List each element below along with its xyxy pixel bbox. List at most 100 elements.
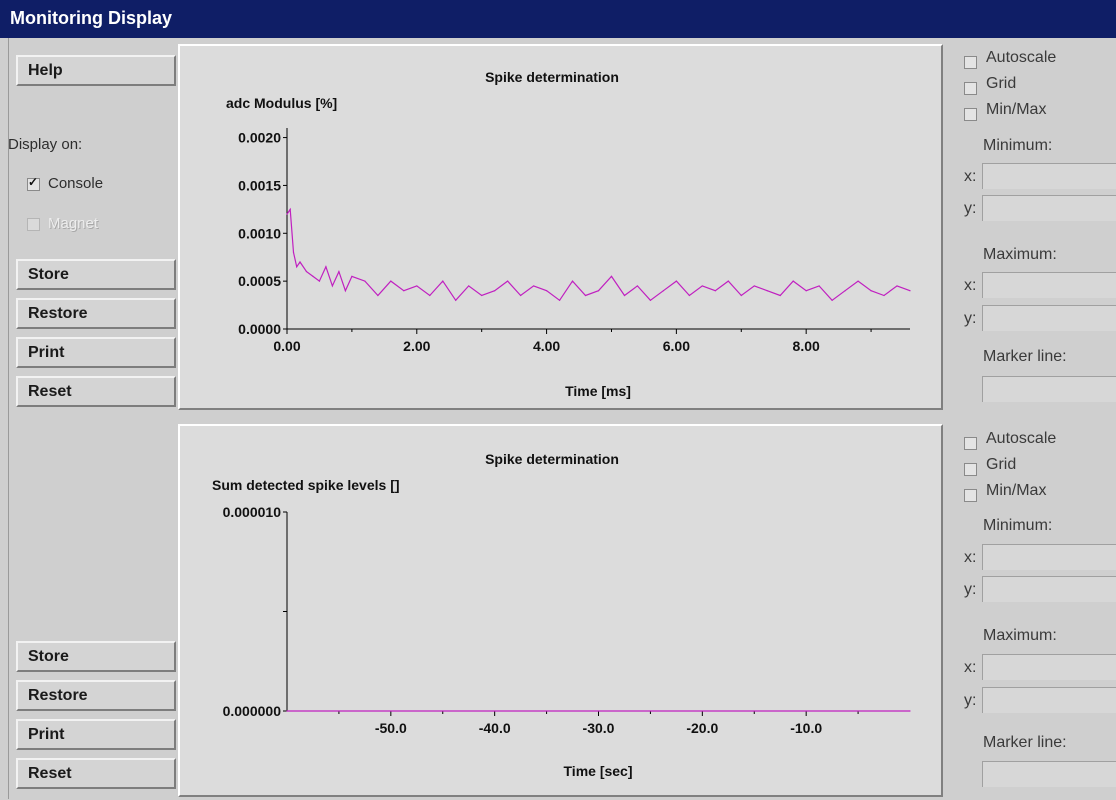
y-tick-label: 0.0000 bbox=[238, 321, 281, 337]
y-tick-label: 0.0015 bbox=[238, 177, 281, 193]
max-y-field[interactable] bbox=[982, 305, 1116, 331]
data-point bbox=[883, 294, 885, 297]
min-y-field[interactable] bbox=[982, 576, 1116, 602]
data-point bbox=[753, 285, 755, 287]
y-tick-label: 0.0010 bbox=[238, 225, 281, 241]
data-point bbox=[857, 280, 859, 282]
max-y-label: y: bbox=[964, 692, 977, 709]
data-point bbox=[636, 285, 639, 287]
restore-button-bottom[interactable]: Restore bbox=[16, 680, 176, 711]
x-tick-label: 2.00 bbox=[403, 338, 430, 354]
data-point bbox=[455, 299, 457, 301]
data-point bbox=[305, 270, 308, 273]
maximum-label: Maximum: bbox=[983, 246, 1057, 263]
reset-button-top[interactable]: Reset bbox=[16, 376, 176, 407]
store-button-bottom[interactable]: Store bbox=[16, 641, 176, 672]
data-point bbox=[286, 213, 288, 215]
store-button-top[interactable]: Store bbox=[16, 259, 176, 290]
data-point bbox=[662, 290, 664, 292]
data-point bbox=[507, 280, 509, 282]
max-y-field[interactable] bbox=[982, 687, 1116, 713]
min-x-field[interactable] bbox=[982, 544, 1116, 570]
grid-checkbox[interactable] bbox=[964, 463, 977, 476]
autoscale-checkbox[interactable] bbox=[964, 56, 977, 69]
x-axis-label: Time [ms] bbox=[565, 383, 631, 399]
display-on-label: Display on: bbox=[8, 136, 83, 153]
plot-panel-top: Spike determination adc Modulus [%] Time… bbox=[178, 44, 943, 410]
data-point bbox=[792, 280, 794, 282]
restore-button-top[interactable]: Restore bbox=[16, 298, 176, 329]
data-point bbox=[429, 294, 431, 297]
spike-sum-chart: Spike determination Sum detected spike l… bbox=[212, 451, 911, 779]
magnet-label: Magnet bbox=[48, 215, 99, 232]
minmax-checkbox[interactable] bbox=[964, 108, 977, 121]
y-tick-label: 0.0005 bbox=[238, 273, 281, 289]
data-point bbox=[403, 290, 405, 292]
min-x-field[interactable] bbox=[982, 163, 1116, 189]
max-x-label: x: bbox=[964, 659, 977, 676]
data-point bbox=[675, 280, 677, 282]
grid-label: Grid bbox=[986, 456, 1017, 473]
marker-line-field[interactable] bbox=[982, 376, 1116, 402]
y-axis-label: adc Modulus [%] bbox=[226, 95, 337, 111]
max-y-label: y: bbox=[964, 310, 977, 327]
help-button[interactable]: Help bbox=[16, 55, 176, 86]
data-point bbox=[416, 285, 418, 287]
print-button-top[interactable]: Print bbox=[16, 337, 176, 368]
min-y-label: y: bbox=[964, 581, 977, 598]
data-point bbox=[312, 275, 314, 277]
min-y-field[interactable] bbox=[982, 195, 1116, 221]
data-point bbox=[649, 299, 652, 301]
x-tick-label: -40.0 bbox=[479, 720, 511, 736]
data-point bbox=[344, 290, 347, 292]
data-point bbox=[296, 266, 298, 268]
grid-checkbox[interactable] bbox=[964, 82, 977, 95]
y-tick-label: 0.000010 bbox=[223, 504, 282, 520]
chart-title: Spike determination bbox=[485, 69, 619, 85]
x-axis-label: Time [sec] bbox=[564, 763, 633, 779]
data-point bbox=[740, 294, 742, 297]
window-title: Monitoring Display bbox=[10, 8, 172, 28]
maximum-label: Maximum: bbox=[983, 627, 1057, 644]
data-point bbox=[520, 294, 522, 297]
data-point bbox=[701, 285, 703, 287]
data-point bbox=[494, 290, 496, 292]
data-point bbox=[325, 266, 327, 268]
data-point bbox=[351, 275, 353, 277]
x-tick-label: -10.0 bbox=[790, 720, 822, 736]
max-x-field[interactable] bbox=[982, 654, 1116, 680]
data-point bbox=[870, 290, 872, 292]
console-checkbox[interactable] bbox=[27, 175, 40, 191]
y-tick-label: 0.000000 bbox=[223, 703, 282, 719]
data-point bbox=[896, 285, 898, 287]
chart-title: Spike determination bbox=[485, 451, 619, 467]
marker-line-label: Marker line: bbox=[983, 734, 1067, 751]
data-point bbox=[818, 285, 820, 287]
autoscale-checkbox[interactable] bbox=[964, 437, 977, 450]
data-point bbox=[610, 275, 613, 277]
data-point bbox=[481, 294, 483, 297]
max-x-label: x: bbox=[964, 277, 977, 294]
autoscale-label: Autoscale bbox=[986, 49, 1057, 66]
console-label: Console bbox=[48, 175, 104, 192]
max-x-field[interactable] bbox=[982, 272, 1116, 298]
reset-button-bottom[interactable]: Reset bbox=[16, 758, 176, 789]
data-point bbox=[584, 294, 587, 297]
data-point bbox=[714, 290, 716, 292]
spike-modulus-chart: Spike determination adc Modulus [%] Time… bbox=[226, 69, 911, 399]
data-point bbox=[766, 290, 768, 292]
data-point bbox=[331, 285, 334, 287]
data-point bbox=[909, 290, 911, 292]
autoscale-label: Autoscale bbox=[986, 430, 1057, 447]
magnet-checkbox bbox=[27, 218, 40, 231]
x-tick-label: -50.0 bbox=[375, 720, 407, 736]
x-tick-label: 0.00 bbox=[273, 338, 300, 354]
data-point bbox=[779, 294, 781, 297]
data-point bbox=[377, 294, 379, 297]
minmax-checkbox[interactable] bbox=[964, 489, 977, 502]
data-point bbox=[318, 280, 321, 282]
marker-line-field[interactable] bbox=[982, 761, 1116, 787]
data-point bbox=[545, 290, 548, 292]
grid-label: Grid bbox=[986, 75, 1017, 92]
print-button-bottom[interactable]: Print bbox=[16, 719, 176, 750]
